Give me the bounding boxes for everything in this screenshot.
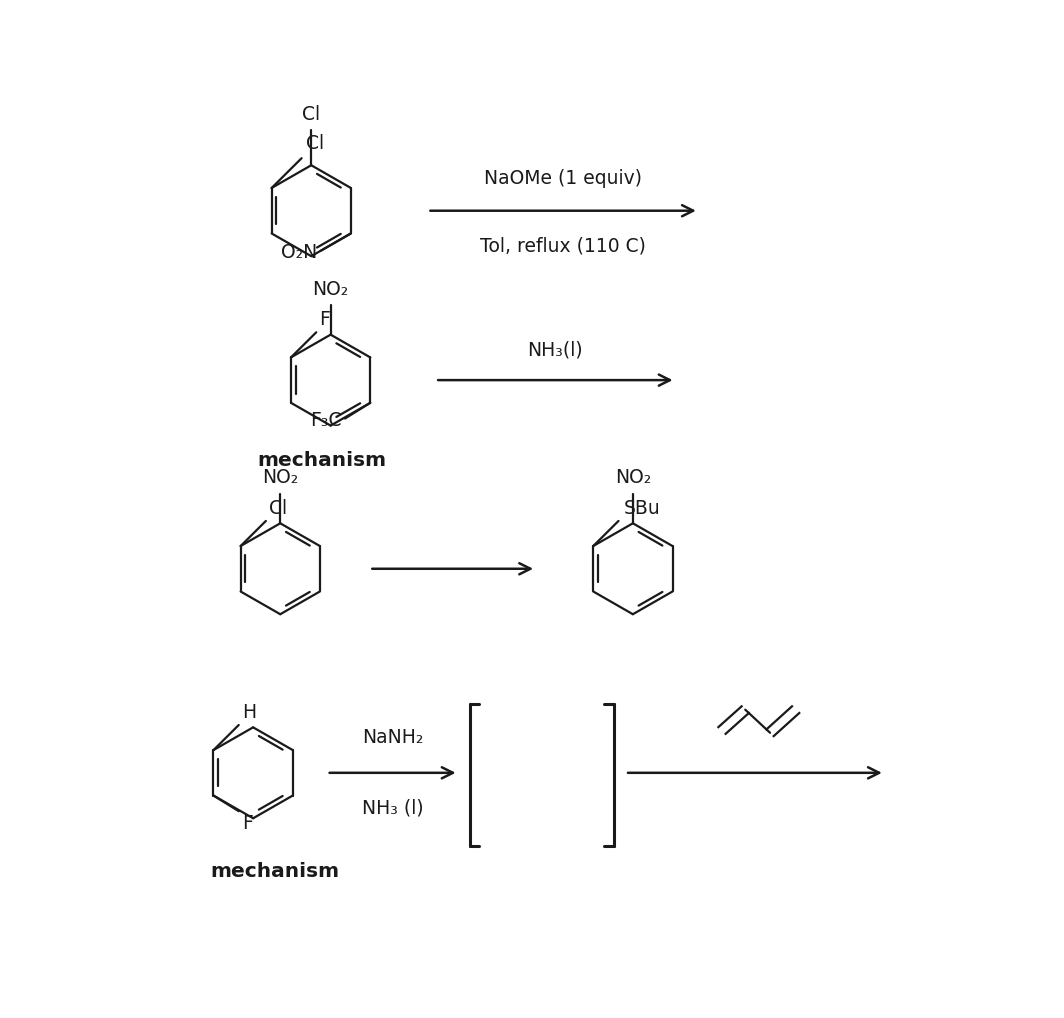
Text: F: F xyxy=(242,814,253,834)
Text: H: H xyxy=(242,702,256,722)
Text: Cl: Cl xyxy=(302,106,320,124)
Text: NH₃(l): NH₃(l) xyxy=(528,340,583,359)
Text: Cl: Cl xyxy=(269,499,287,518)
Text: O₂N: O₂N xyxy=(281,242,317,262)
Text: Tol, reflux (110 C): Tol, reflux (110 C) xyxy=(480,236,646,256)
Text: F₃C: F₃C xyxy=(311,411,342,431)
Text: SBu: SBu xyxy=(624,499,660,518)
Text: mechanism: mechanism xyxy=(211,861,339,881)
Text: NaOMe (1 equiv): NaOMe (1 equiv) xyxy=(484,169,643,187)
Text: NO₂: NO₂ xyxy=(262,468,298,488)
Text: F: F xyxy=(319,310,331,329)
Text: NO₂: NO₂ xyxy=(615,468,651,488)
Text: NO₂: NO₂ xyxy=(313,280,349,298)
Text: NaNH₂: NaNH₂ xyxy=(362,729,423,747)
Text: NH₃ (l): NH₃ (l) xyxy=(362,798,423,817)
Text: Cl: Cl xyxy=(305,134,323,154)
Text: mechanism: mechanism xyxy=(257,451,387,470)
